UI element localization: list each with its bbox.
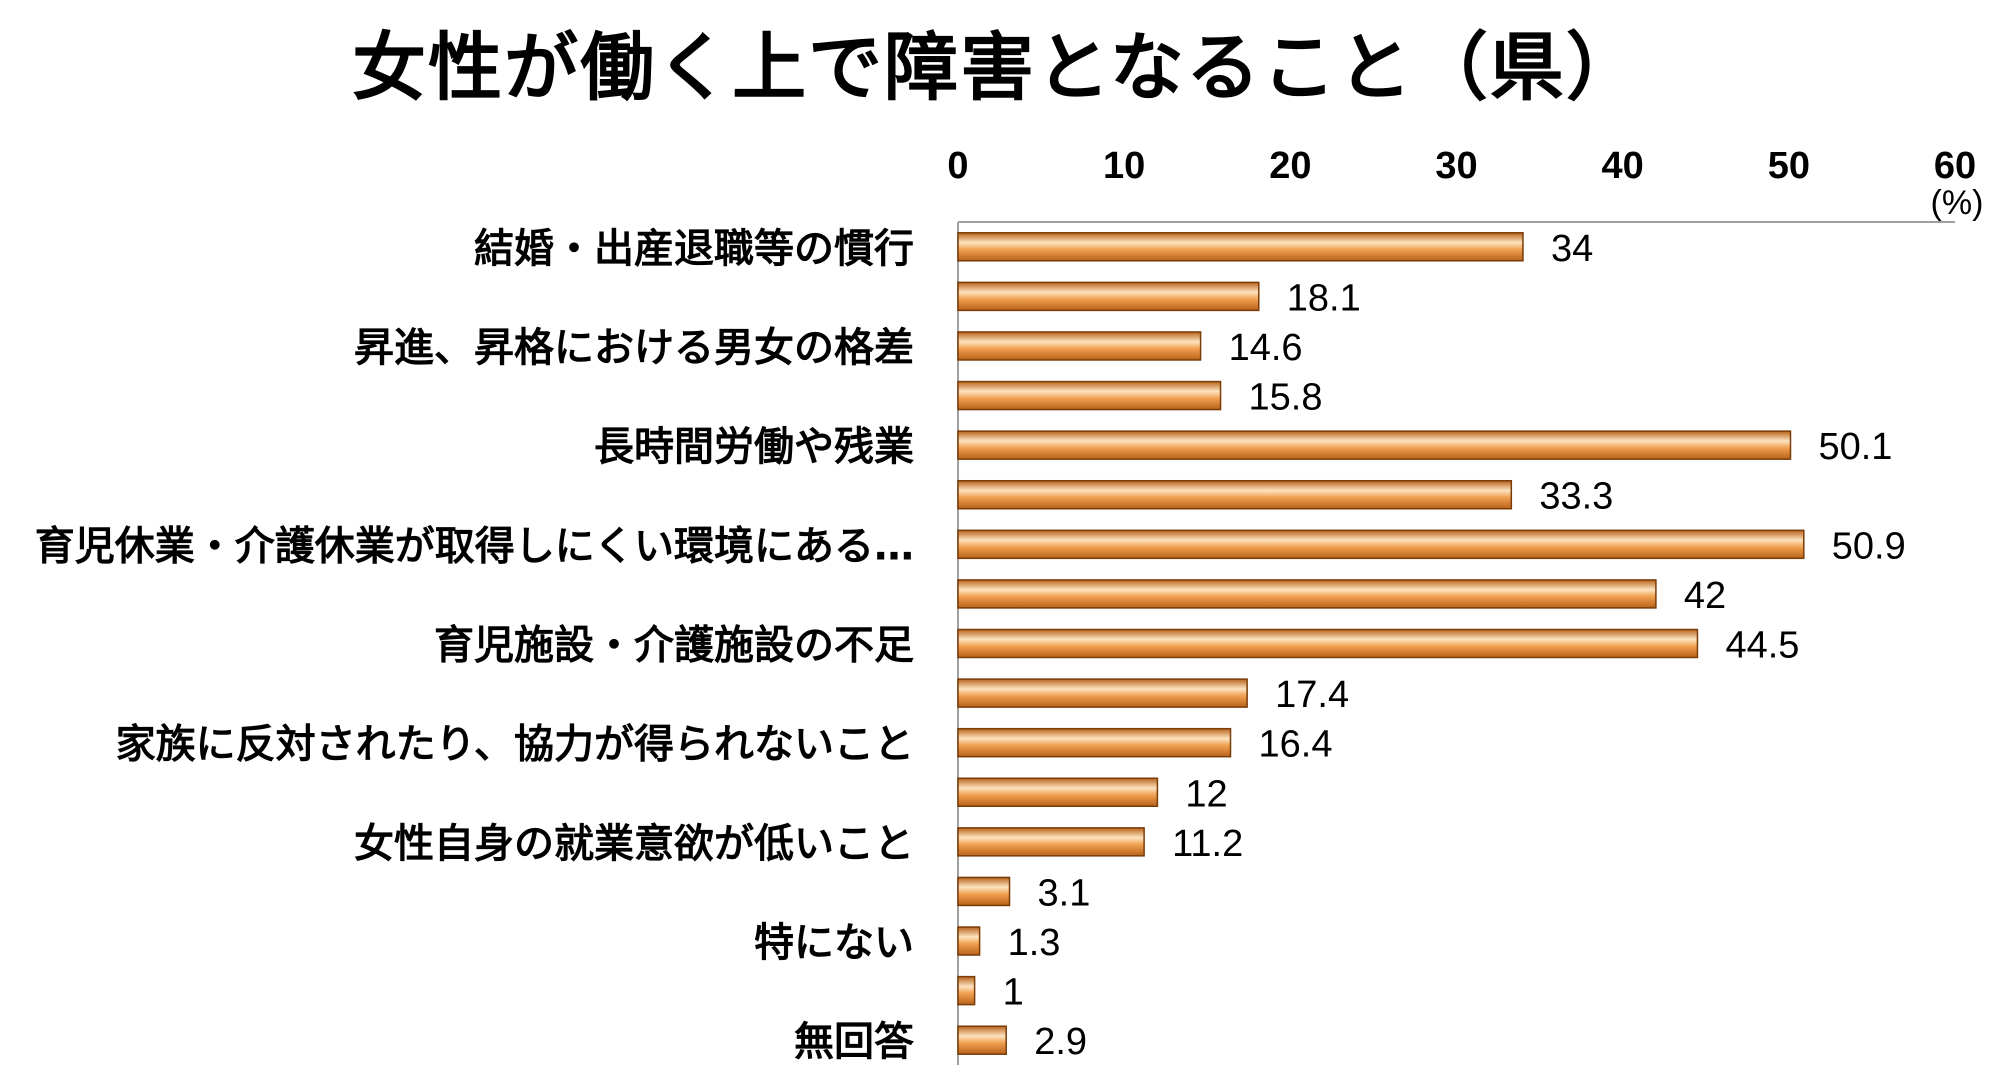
value-label: 34 xyxy=(1551,228,1593,270)
bar xyxy=(957,777,1159,808)
bar xyxy=(957,727,1232,758)
value-label: 33.3 xyxy=(1539,476,1613,518)
value-label: 1.3 xyxy=(1008,922,1061,964)
x-tick-label: 0 xyxy=(947,145,968,187)
category-label: 特にない xyxy=(754,920,914,966)
bar xyxy=(957,430,1792,460)
category-label: 結婚・出産退職等の慣行 xyxy=(474,226,914,272)
value-label: 15.8 xyxy=(1249,377,1323,419)
category-label: 無回答 xyxy=(794,1019,915,1065)
category-label: 育児休業・介護休業が取得しにくい環境にある… xyxy=(35,523,914,569)
category-label: 家族に反対されたり、協力が得られないこと xyxy=(116,722,914,768)
bar xyxy=(957,1025,1007,1055)
category-label: 昇進、昇格における男女の格差 xyxy=(354,325,914,371)
x-tick-label: 10 xyxy=(1103,145,1145,187)
bar xyxy=(957,827,1145,857)
value-label: 16.4 xyxy=(1259,724,1333,766)
value-label: 42 xyxy=(1684,575,1726,617)
bar xyxy=(957,331,1202,361)
x-tick-label: 30 xyxy=(1435,145,1477,187)
bar xyxy=(957,579,1657,609)
bar xyxy=(957,926,981,956)
value-label: 50.1 xyxy=(1818,426,1892,468)
value-label: 3.1 xyxy=(1038,872,1091,914)
category-label: 長時間労働や残業 xyxy=(594,424,914,470)
bar xyxy=(957,380,1222,411)
value-label: 17.4 xyxy=(1275,674,1349,716)
x-axis-unit: (%) xyxy=(1931,184,1984,222)
chart-title: 女性が働く上で障害となること（県） xyxy=(352,25,1642,111)
x-tick-label: 50 xyxy=(1768,145,1810,187)
value-label: 11.2 xyxy=(1172,823,1243,865)
category-label: 女性自身の就業意欲が低いこと xyxy=(354,821,914,867)
value-label: 14.6 xyxy=(1229,327,1303,369)
value-label: 44.5 xyxy=(1725,625,1799,667)
value-label: 2.9 xyxy=(1034,1021,1087,1063)
value-label: 1 xyxy=(1003,972,1024,1014)
bar xyxy=(957,529,1805,560)
x-tick-label: 60 xyxy=(1934,145,1976,187)
value-label: 12 xyxy=(1185,773,1227,815)
x-tick-label: 20 xyxy=(1269,145,1311,187)
value-label: 18.1 xyxy=(1287,277,1361,319)
bar xyxy=(957,628,1699,659)
bar xyxy=(957,876,1011,907)
value-label: 50.9 xyxy=(1832,525,1906,567)
x-tick-label: 40 xyxy=(1602,145,1644,187)
bar xyxy=(957,232,1524,262)
bar xyxy=(957,975,976,1006)
category-label: 育児施設・介護施設の不足 xyxy=(434,623,914,669)
bar xyxy=(957,678,1248,708)
bar xyxy=(957,479,1513,510)
bar xyxy=(957,281,1260,312)
